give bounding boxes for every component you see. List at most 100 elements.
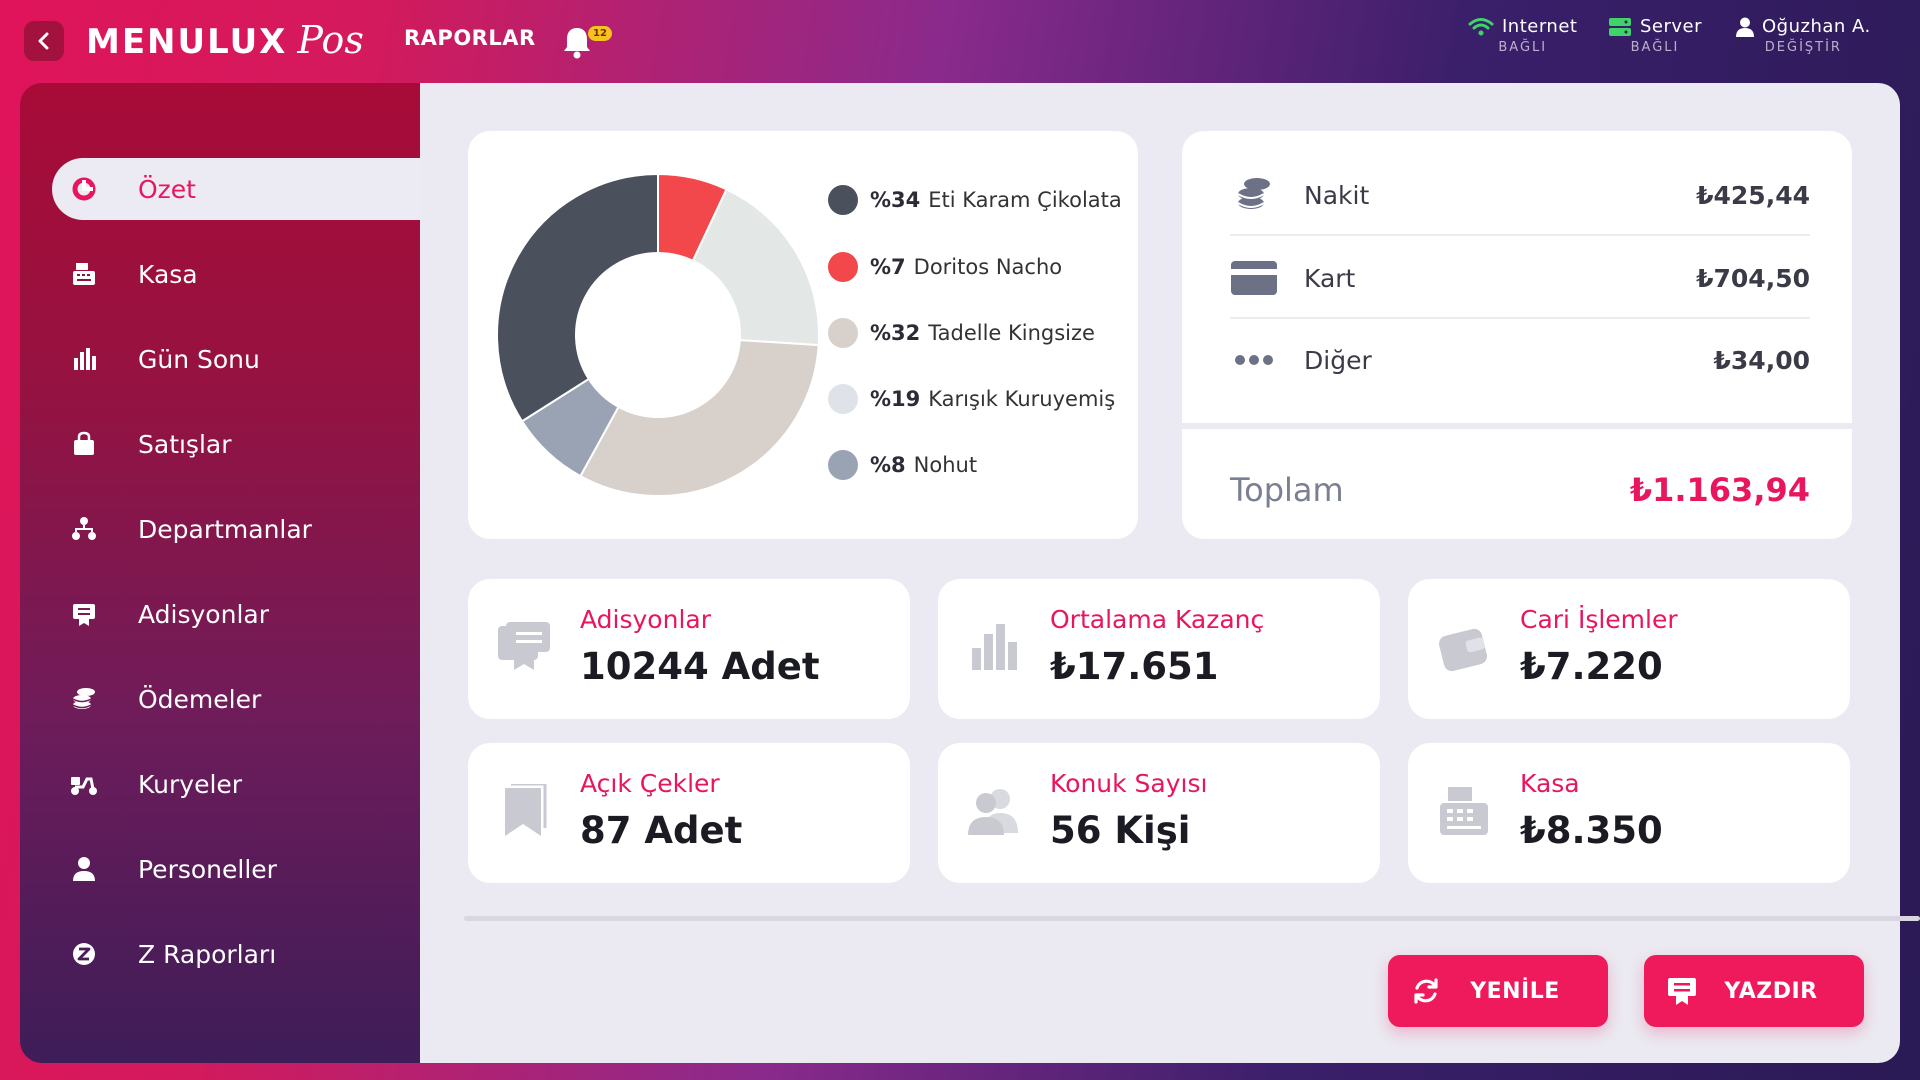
refresh-button[interactable]: YENİLE xyxy=(1388,955,1608,1027)
internet-sub: BAĞLI xyxy=(1498,40,1548,55)
payment-value: ₺425,44 xyxy=(1696,180,1810,210)
receipt-icon xyxy=(68,598,100,630)
sidebar-item-kuryeler[interactable]: Kuryeler xyxy=(52,753,420,815)
logo-main-text: MENULUX xyxy=(86,22,288,62)
user-switch[interactable]: DEĞİŞTİR xyxy=(1764,40,1842,55)
user-name: Oğuzhan A. xyxy=(1762,16,1871,37)
stat-title: Ortalama Kazanç xyxy=(1050,605,1265,634)
stat-card-kasa[interactable]: Kasa ₺8.350 xyxy=(1408,743,1850,883)
sidebar-item-ozet[interactable]: Özet xyxy=(52,158,420,220)
bell-icon[interactable] xyxy=(560,24,594,60)
total-label: Toplam xyxy=(1230,471,1344,509)
internet-label: Internet xyxy=(1502,16,1578,37)
content-divider xyxy=(464,916,1920,921)
sitemap-icon xyxy=(68,513,100,545)
notification-badge: 12 xyxy=(588,26,612,41)
sidebar-item-personeller[interactable]: Personeller xyxy=(52,838,420,900)
sidebar-item-label: Z Raporları xyxy=(138,939,277,969)
payment-value: ₺34,00 xyxy=(1713,345,1810,375)
bar-chart-icon xyxy=(966,619,1022,675)
payments-total: Toplam ₺1.163,94 xyxy=(1230,471,1810,509)
sidebar-item-odemeler[interactable]: Ödemeler xyxy=(52,668,420,730)
stat-value: 56 Kişi xyxy=(1050,809,1191,852)
legend-item: %34 Eti Karam Çikolata xyxy=(828,185,1122,215)
stat-title: Konuk Sayısı xyxy=(1050,769,1208,798)
stat-card-konuk-sayisi[interactable]: Konuk Sayısı 56 Kişi xyxy=(938,743,1380,883)
sidebar-item-label: Adisyonlar xyxy=(138,599,269,629)
cash-register-icon xyxy=(68,258,100,290)
total-value: ₺1.163,94 xyxy=(1629,471,1810,509)
user-status[interactable]: Oğuzhan A. DEĞİŞTİR xyxy=(1736,16,1871,55)
coins-icon xyxy=(1230,175,1278,215)
scooter-icon xyxy=(68,768,100,800)
sidebar-item-z-raporlari[interactable]: Z Raporları xyxy=(52,923,420,985)
stat-title: Kasa xyxy=(1520,769,1580,798)
legend-item: %32 Tadelle Kingsize xyxy=(828,318,1095,348)
refresh-icon xyxy=(1410,975,1442,1007)
legend-name: Doritos Nacho xyxy=(913,255,1063,279)
sidebar-item-label: Departmanlar xyxy=(138,514,312,544)
pie-chart-icon xyxy=(68,173,100,205)
sidebar-item-kasa[interactable]: Kasa xyxy=(52,243,420,305)
legend-name: Nohut xyxy=(913,453,978,477)
chevron-left-icon xyxy=(38,32,49,50)
dots-icon xyxy=(1230,354,1278,366)
main-panel: %34 Eti Karam Çikolata %7 Doritos Nacho … xyxy=(420,83,1900,1063)
legend-item: %7 Doritos Nacho xyxy=(828,252,1062,282)
bookmark-icon xyxy=(496,783,552,839)
legend-pct: %19 xyxy=(870,387,921,411)
wallet-icon xyxy=(1436,619,1492,675)
sidebar-item-satislar[interactable]: Satışlar xyxy=(52,413,420,475)
app-logo: MENULUX Pos xyxy=(86,18,364,62)
print-label: YAZDIR xyxy=(1724,978,1818,1004)
sidebar-item-label: Ödemeler xyxy=(138,684,262,714)
server-icon xyxy=(1609,17,1631,36)
stat-card-adisyonlar[interactable]: Adisyonlar 10244 Adet xyxy=(468,579,910,719)
sidebar-item-label: Özet xyxy=(138,174,196,204)
sidebar-item-label: Kasa xyxy=(138,259,198,289)
legend-dot xyxy=(828,450,858,480)
z-report-icon xyxy=(68,938,100,970)
receipt-icon xyxy=(496,619,552,675)
stat-title: Açık Çekler xyxy=(580,769,720,798)
legend-pct: %8 xyxy=(870,453,906,477)
legend-item: %19 Karışık Kuruyemiş xyxy=(828,384,1115,414)
payment-row-diger: Diğer ₺34,00 xyxy=(1230,320,1810,400)
payment-row-nakit: Nakit ₺425,44 xyxy=(1230,156,1810,236)
stat-value: 87 Adet xyxy=(580,809,743,852)
donut-slice xyxy=(691,187,820,347)
donut-slice xyxy=(496,172,659,423)
payment-row-kart: Kart ₺704,50 xyxy=(1230,239,1810,319)
top-bar: MENULUX Pos RAPORLAR 12 Internet BAĞLI S… xyxy=(0,0,1920,83)
cash-register-icon xyxy=(1436,783,1492,839)
stat-title: Adisyonlar xyxy=(580,605,711,634)
shopping-bag-icon xyxy=(68,428,100,460)
logo-script-text: Pos xyxy=(297,18,364,62)
legend-dot xyxy=(828,185,858,215)
payment-value: ₺704,50 xyxy=(1696,263,1810,293)
legend-name: Tadelle Kingsize xyxy=(928,321,1095,345)
sidebar-item-label: Personeller xyxy=(138,854,277,884)
stat-card-acik-cekler[interactable]: Açık Çekler 87 Adet xyxy=(468,743,910,883)
receipt-icon xyxy=(1666,975,1698,1007)
wifi-icon xyxy=(1468,17,1494,35)
sidebar-item-gun-sonu[interactable]: Gün Sonu xyxy=(52,328,420,390)
sidebar-item-label: Gün Sonu xyxy=(138,344,260,374)
stat-card-cari-islemler[interactable]: Cari İşlemler ₺7.220 xyxy=(1408,579,1850,719)
coins-icon xyxy=(68,683,100,715)
stat-title: Cari İşlemler xyxy=(1520,605,1678,634)
sales-donut-chart xyxy=(496,172,820,497)
print-button[interactable]: YAZDIR xyxy=(1644,955,1864,1027)
internet-status: Internet BAĞLI xyxy=(1468,16,1577,55)
donut-slice xyxy=(579,339,820,497)
legend-name: Eti Karam Çikolata xyxy=(928,188,1122,212)
sidebar-item-adisyonlar[interactable]: Adisyonlar xyxy=(52,583,420,645)
payments-card: Nakit ₺425,44 Kart ₺704,50 Diğer ₺34,00 … xyxy=(1182,131,1852,539)
legend-name: Karışık Kuruyemiş xyxy=(928,387,1116,411)
top-nav-reports[interactable]: RAPORLAR xyxy=(404,26,536,50)
legend-pct: %32 xyxy=(870,321,921,345)
back-button[interactable] xyxy=(24,21,64,61)
sidebar-item-departmanlar[interactable]: Departmanlar xyxy=(52,498,420,560)
stat-card-ortalama-kazanc[interactable]: Ortalama Kazanç ₺17.651 xyxy=(938,579,1380,719)
legend-item: %8 Nohut xyxy=(828,450,977,480)
